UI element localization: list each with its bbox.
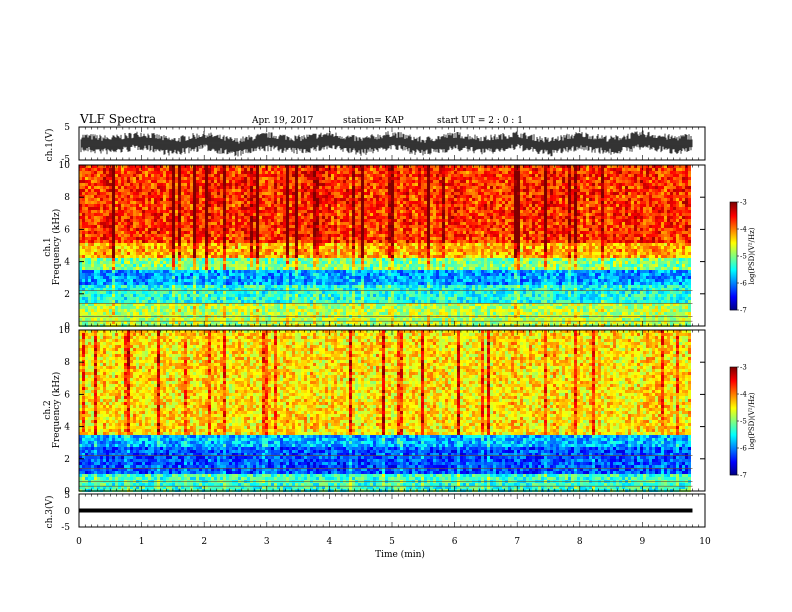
time-axis-tick-label: 3: [264, 537, 270, 547]
spectrogram-ytick-label: 2: [64, 290, 70, 300]
time-axis-tick-label: 2: [201, 537, 207, 547]
colorbar-tick-label: -6: [740, 445, 747, 453]
ch2-spectrogram-ylabel-frequency: Frequency (kHz): [51, 372, 62, 449]
spectrogram-ytick-label: 4: [64, 423, 70, 433]
date-label: Apr. 19, 2017: [251, 116, 314, 126]
station-label: station= KAP: [343, 116, 404, 126]
spectrogram-ytick-label: 10: [59, 161, 71, 171]
colorbar-tick-label: -3: [740, 364, 747, 372]
colorbar-tick-label: -6: [740, 280, 747, 288]
ch3-waveform-ylabel: ch.3(V): [44, 496, 55, 529]
colorbar-tick-label: -4: [740, 391, 747, 399]
spectrogram-ytick-label: 6: [64, 225, 70, 235]
start-time-label: start UT = 2 : 0 : 1: [437, 116, 523, 126]
spectrogram-ytick-label: 6: [64, 390, 70, 400]
ch2-spectrogram-image: [79, 330, 692, 492]
spectrogram-ytick-label: 8: [64, 358, 70, 368]
colorbar-tick-label: -4: [740, 226, 747, 234]
colorbar-tick-label: -7: [740, 307, 747, 315]
time-axis-title: Time (min): [375, 549, 425, 560]
ch1-waveform-ylabel: ch.1(V): [44, 129, 55, 162]
time-axis-tick-label: 5: [389, 537, 395, 547]
colorbar-tick-label: -5: [740, 418, 747, 426]
ch3-ytick-bottom: -5: [61, 523, 70, 533]
time-axis-tick-label: 10: [699, 537, 711, 547]
spectrogram-ytick-label: 8: [64, 193, 70, 203]
ch1-waveform-panel: 5 -5 ch.1(V): [44, 123, 705, 165]
spectrogram-ytick-label: 4: [64, 258, 70, 268]
time-axis-tick-label: 1: [139, 537, 145, 547]
time-axis-tick-label: 7: [514, 537, 520, 547]
figure-title: VLF Spectra: [79, 112, 156, 126]
time-axis-tick-label: 6: [452, 537, 458, 547]
ch3-waveform-panel: 5 0 -5 ch.3(V): [44, 491, 705, 533]
ch1-ytick-top: 5: [64, 123, 70, 133]
ch3-ytick-top: 5: [64, 491, 70, 501]
spectrogram-ytick-label: 2: [64, 455, 70, 465]
colorbar-tick-label: -3: [740, 199, 747, 207]
ch1-spectrogram-image: [79, 165, 692, 327]
colorbar-tick-label: -5: [740, 253, 747, 261]
time-axis-tick-label: 8: [577, 537, 583, 547]
ch3-ytick-middle: 0: [64, 507, 70, 517]
vlf-figure: VLF Spectra Apr. 19, 2017 station= KAP s…: [0, 0, 792, 612]
time-axis-tick-label: 4: [327, 537, 333, 547]
ch1-colorbar: -3 -4 -5 -6 -7 log(PSD)(V²/Hz): [730, 199, 756, 315]
spectrogram-ytick-label: 10: [59, 326, 71, 336]
colorbar-tick-label: -7: [740, 472, 747, 480]
colorbar-label: log(PSD)(V²/Hz): [748, 392, 756, 449]
ch2-colorbar: -3 -4 -5 -6 -7 log(PSD)(V²/Hz): [730, 364, 756, 480]
time-axis-tick-label: 9: [640, 537, 646, 547]
colorbar-label: log(PSD)(V²/Hz): [748, 227, 756, 284]
time-axis-tick-label: 0: [76, 537, 82, 547]
time-axis-labels: 0 1 2 3 4 5 6 7 8 9 10: [76, 537, 711, 547]
ch1-spectrogram-ylabel-frequency: Frequency (kHz): [51, 209, 62, 286]
